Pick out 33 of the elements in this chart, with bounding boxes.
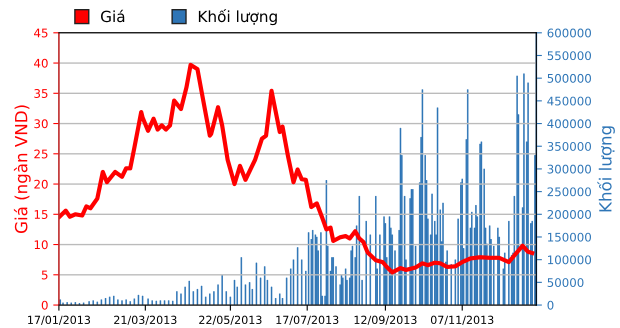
y2-tick-label: 200000	[548, 210, 591, 219]
y-axis-title: Giá (ngàn VND)	[14, 105, 31, 233]
y2-tick-label: 500000	[548, 74, 591, 83]
y-tick-label: 30	[34, 119, 48, 128]
y2-tick-label: 450000	[547, 96, 591, 106]
y2-tick-label: 250000	[548, 187, 591, 196]
y2-tick-label: 150000	[548, 232, 591, 242]
y2-tick-label: 550000	[548, 51, 591, 60]
x-tick-label: 21/03/2013	[114, 316, 176, 325]
y2-tick-label: 100000	[548, 255, 591, 264]
x-tick-label: 17/01/2013	[28, 316, 90, 325]
y-tick-label: 10	[34, 240, 48, 250]
y2-tick-label: 350000	[548, 142, 591, 151]
x-tick-label: 17/07/2013	[276, 316, 338, 325]
y-tick-label: 5	[42, 270, 48, 280]
y-tick-label: 20	[34, 180, 48, 189]
y2-tick-label: 400000	[547, 119, 591, 128]
y-tick-label: 40	[34, 58, 48, 68]
y2-axis-title: Khối lượng	[597, 126, 615, 212]
y-tick-label: 0	[42, 300, 48, 310]
y2-tick-label: 0	[547, 300, 554, 310]
y2-tick-label: 50000	[548, 278, 584, 288]
x-tick-label: 07/11/2013	[430, 316, 494, 325]
x-tick-label: 12/09/2013	[354, 316, 417, 325]
y-tick-label: 35	[34, 89, 48, 98]
legend-label: Khối lượng	[198, 9, 277, 26]
y-tick-label: 25	[34, 150, 48, 158]
x-tick-label: 22/05/2013	[199, 316, 262, 325]
y2-tick-label: 300000	[548, 164, 591, 174]
y2-tick-label: 600000	[548, 28, 591, 38]
legend-label: Giá	[101, 10, 124, 22]
y-tick-label: 15	[34, 210, 48, 219]
y-tick-label: 45	[34, 28, 48, 38]
